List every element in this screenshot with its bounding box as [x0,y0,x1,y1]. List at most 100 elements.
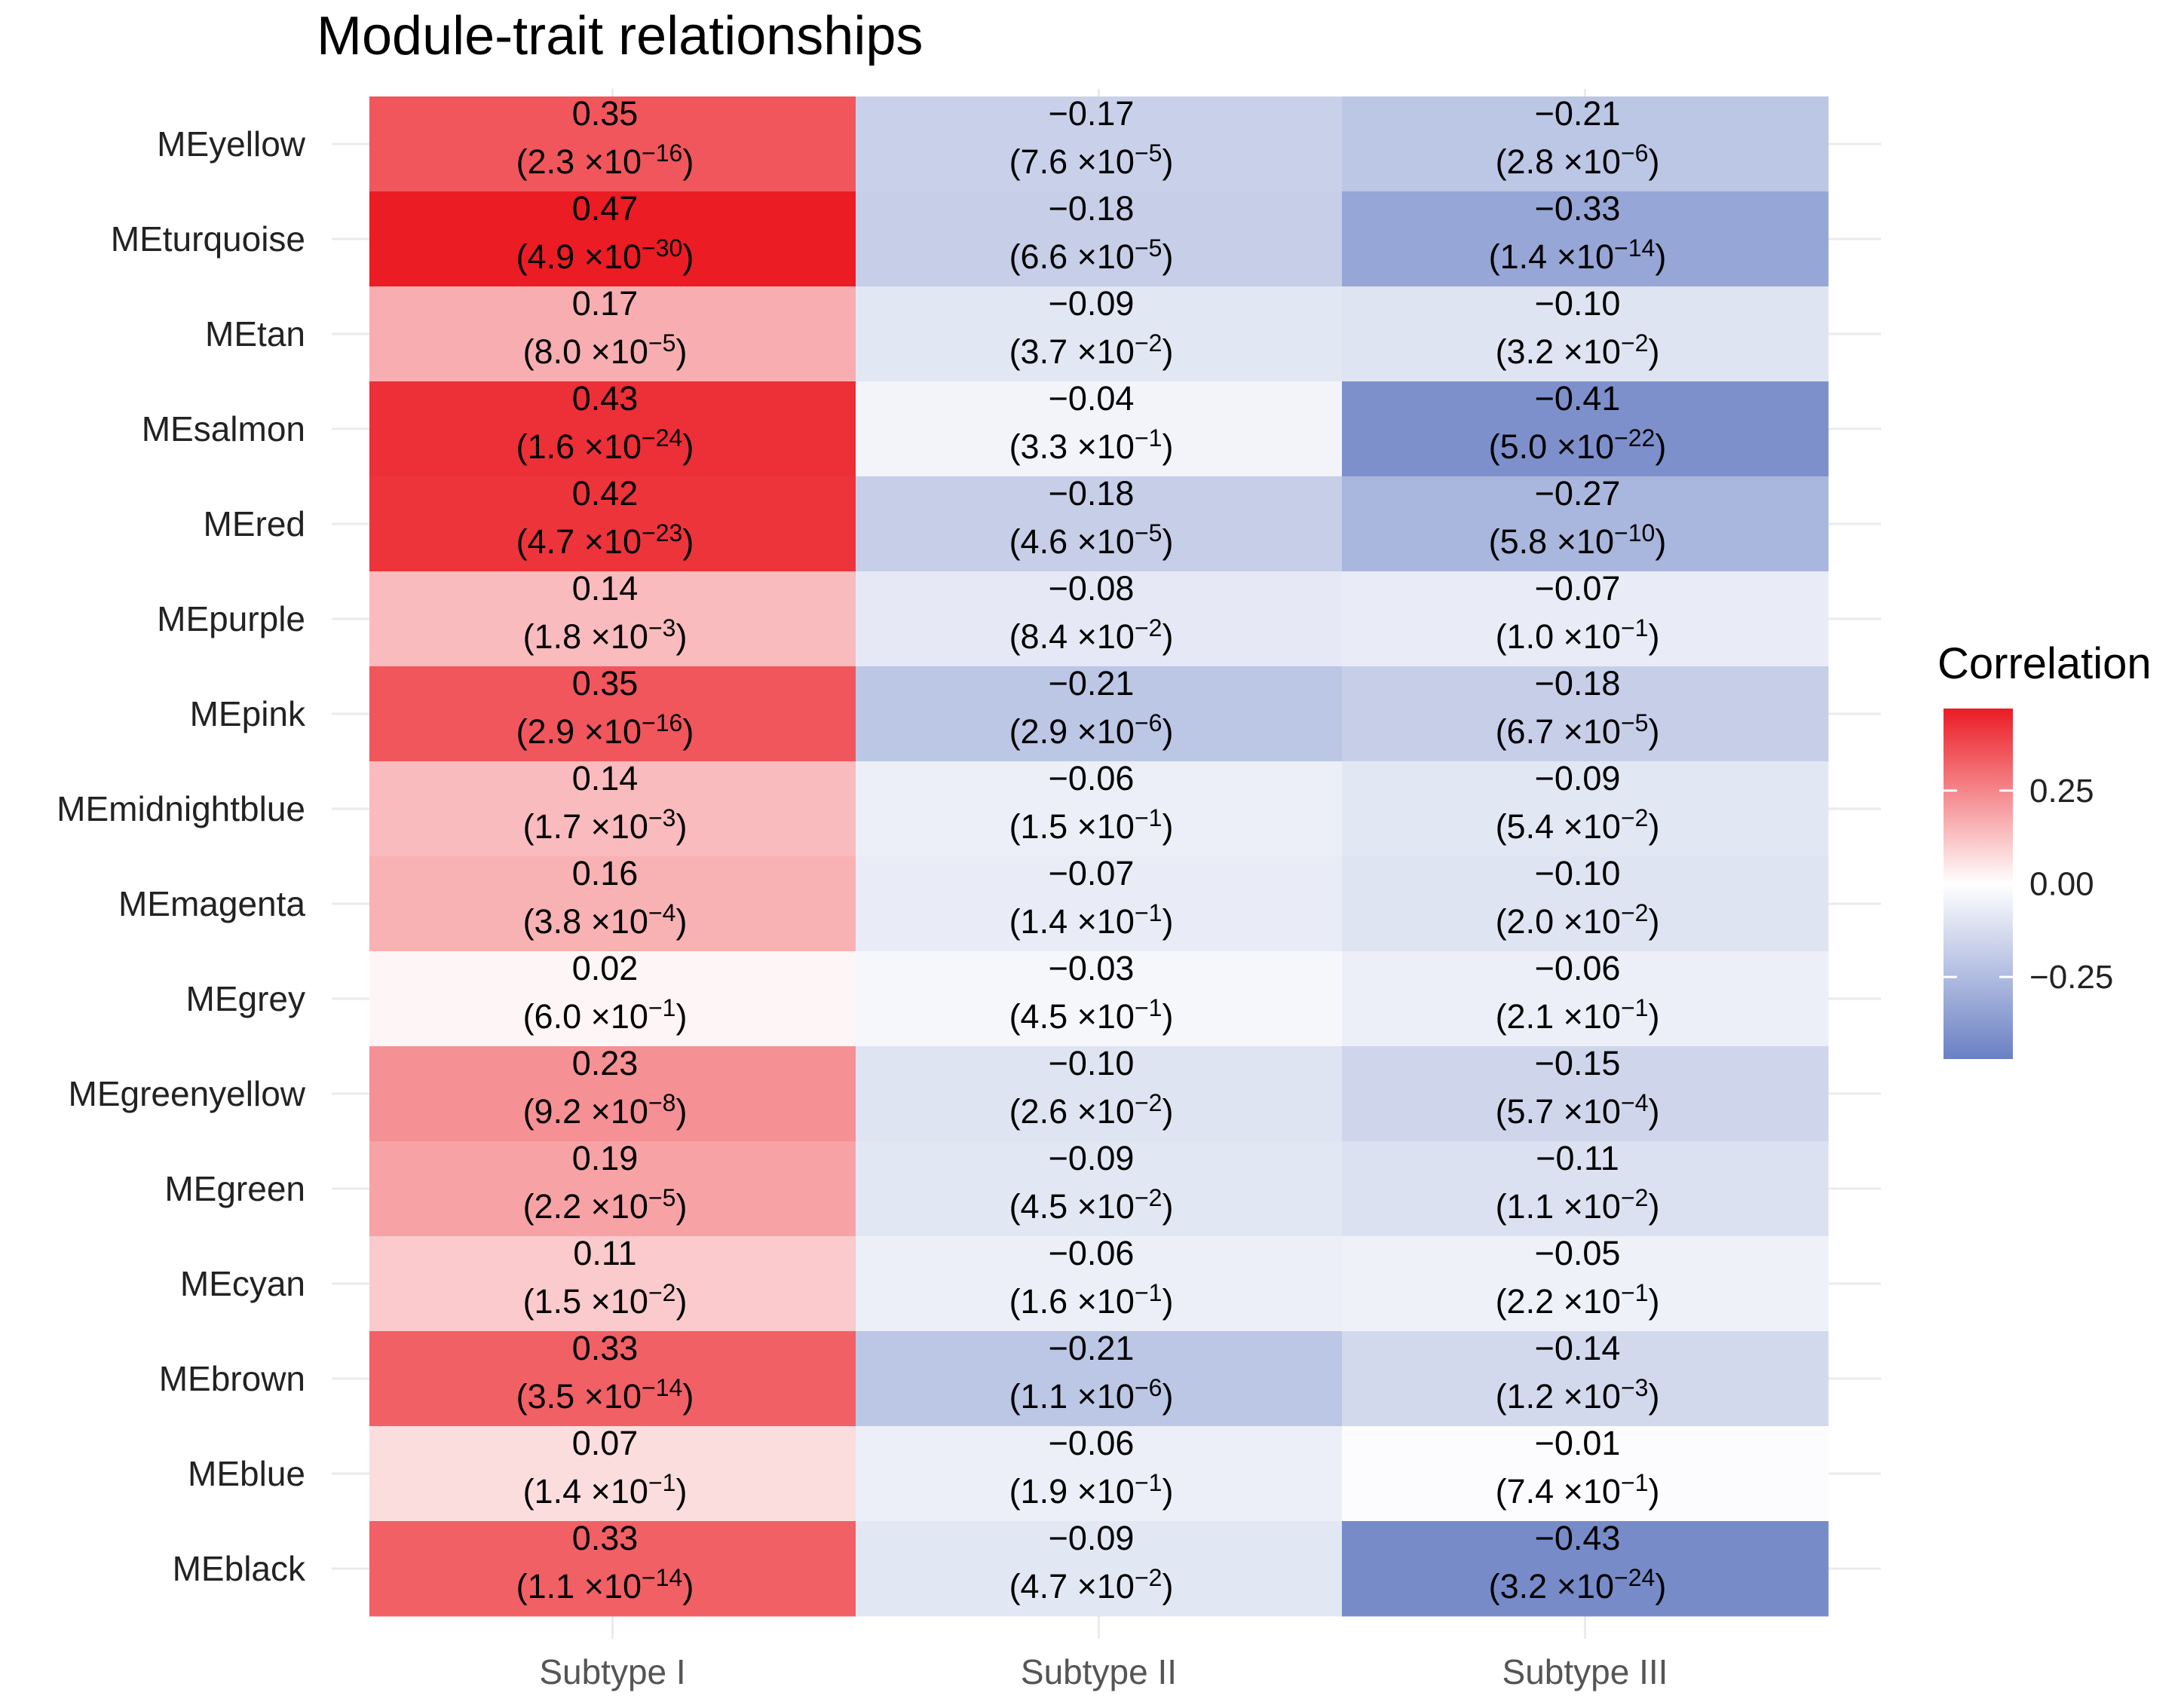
cell-pvalue-label: (1.8 ×10−3) [523,614,688,656]
legend-tick-label: 0.25 [2029,773,2094,810]
cell-pvalue-label: (1.6 ×10−24) [516,424,694,466]
heatmap-cell: −0.05 (2.2 ×10−1) [1342,1234,1829,1332]
cell-pvalue-label: (3.2 ×10−2) [1496,329,1660,371]
heatmap-cell: 0.11 (1.5 ×10−2) [369,1234,856,1332]
cell-pvalue-label: (2.1 ×10−1) [1496,994,1660,1036]
heatmap-cell: −0.18 (6.7 ×10−5) [1342,664,1829,762]
cell-correlation-label: −0.18 [1049,474,1135,513]
heatmap-cell: −0.09 (3.7 ×10−2) [856,284,1343,382]
cell-correlation-label: −0.10 [1535,854,1621,892]
cell-rect [1342,951,1829,1047]
row-label: MEturquoise [111,219,305,259]
cell-correlation-label: 0.42 [572,474,639,513]
heatmap-cell: −0.09 (4.5 ×10−2) [856,1139,1343,1237]
cell-pvalue-label: (3.7 ×10−2) [1009,329,1174,371]
cell-rect [856,1521,1343,1617]
cell-rect [1342,1331,1829,1427]
cell-pvalue-label: (4.5 ×10−2) [1009,1184,1174,1226]
heatmap-cell: −0.43 (3.2 ×10−24) [1342,1519,1829,1617]
cell-rect [856,381,1343,477]
cell-correlation-label: −0.06 [1049,1424,1135,1462]
cell-pvalue-label: (2.6 ×10−2) [1009,1089,1174,1131]
row-label: MEgreen [164,1169,305,1208]
cell-pvalue-label: (3.8 ×10−4) [523,899,688,941]
heatmap-cells: 0.35 (2.3 ×10−16) −0.17 (7.6 ×10−5) −0.21 (2.… [369,94,1829,1617]
heatmap-cell: 0.33 (1.1 ×10−14) [369,1519,856,1617]
cell-rect [1342,96,1829,192]
heatmap-cell: −0.10 (2.6 ×10−2) [856,1044,1343,1142]
heatmap-cell: −0.10 (2.0 ×10−2) [1342,854,1829,952]
cell-correlation-label: 0.11 [573,1234,636,1272]
cell-correlation-label: −0.04 [1049,379,1135,418]
heatmap-cell: −0.21 (2.8 ×10−6) [1342,94,1829,192]
cell-rect [856,96,1343,192]
cell-correlation-label: −0.18 [1049,189,1135,228]
cell-pvalue-label: (2.0 ×10−2) [1496,899,1660,941]
cell-pvalue-label: (8.4 ×10−2) [1009,614,1174,656]
cell-correlation-label: 0.33 [572,1329,639,1367]
heatmap-cell: −0.06 (2.1 ×10−1) [1342,949,1829,1047]
cell-correlation-label: −0.27 [1535,474,1621,513]
heatmap-cell: 0.14 (1.7 ×10−3) [369,759,856,857]
cell-rect [369,1521,856,1617]
cell-correlation-label: 0.47 [572,189,639,228]
heatmap-cell: −0.10 (3.2 ×10−2) [1342,284,1829,382]
heatmap-cell: −0.06 (1.5 ×10−1) [856,759,1343,857]
cell-pvalue-label: (6.0 ×10−1) [523,994,688,1036]
heatmap-cell: −0.21 (2.9 ×10−6) [856,664,1343,762]
heatmap-cell: 0.35 (2.3 ×10−16) [369,94,856,192]
cell-correlation-label: −0.01 [1535,1424,1621,1462]
cell-pvalue-label: (4.7 ×10−2) [1009,1564,1174,1606]
row-label: MEmagenta [118,884,305,923]
cell-correlation-label: −0.06 [1049,759,1135,797]
cell-correlation-label: −0.06 [1049,1234,1135,1272]
cell-pvalue-label: (9.2 ×10−8) [523,1089,688,1131]
heatmap-cell: −0.01 (7.4 ×10−1) [1342,1424,1829,1522]
heatmap-cell: −0.41 (5.0 ×10−22) [1342,379,1829,477]
legend-title: Correlation [1937,639,2152,688]
cell-pvalue-label: (1.5 ×10−1) [1009,804,1174,846]
cell-rect [856,1046,1343,1142]
cell-correlation-label: −0.10 [1535,284,1621,323]
cell-correlation-label: −0.09 [1049,284,1135,323]
column-label: Subtype II [1021,1652,1177,1691]
legend-tick-label: −0.25 [2029,959,2113,996]
heatmap-cell: −0.17 (7.6 ×10−5) [856,94,1343,192]
heatmap-cell: −0.09 (5.4 ×10−2) [1342,759,1829,857]
row-label: MEsalmon [142,409,305,448]
heatmap-cell: 0.35 (2.9 ×10−16) [369,664,856,762]
cell-correlation-label: −0.41 [1535,379,1621,418]
row-label: MEpink [190,694,306,733]
cell-correlation-label: −0.11 [1536,1139,1619,1177]
cell-correlation-label: −0.17 [1049,94,1135,133]
cell-pvalue-label: (4.6 ×10−5) [1009,519,1174,561]
cell-correlation-label: −0.08 [1049,569,1135,608]
cell-rect [369,951,856,1047]
cell-pvalue-label: (5.0 ×10−22) [1489,424,1667,466]
heatmap-cell: −0.27 (5.8 ×10−10) [1342,474,1829,572]
cell-correlation-label: 0.43 [572,379,639,418]
cell-rect [369,476,856,572]
cell-correlation-label: −0.09 [1049,1139,1135,1177]
cell-correlation-label: 0.07 [572,1424,639,1462]
cell-correlation-label: 0.14 [572,759,639,797]
cell-pvalue-label: (4.5 ×10−1) [1009,994,1174,1036]
heatmap-cell: 0.14 (1.8 ×10−3) [369,569,856,667]
cell-rect [1342,1426,1829,1522]
cell-rect [856,856,1343,952]
cell-pvalue-label: (1.0 ×10−1) [1496,614,1660,656]
cell-rect [369,1236,856,1332]
legend-tick-label: 0.00 [2029,866,2094,903]
cell-rect [1342,1236,1829,1332]
cell-pvalue-label: (1.5 ×10−2) [523,1279,688,1321]
row-label: MEtan [205,314,305,354]
cell-pvalue-label: (6.6 ×10−5) [1009,234,1174,276]
cell-correlation-label: 0.17 [572,284,639,323]
row-label: MEgrey [186,979,305,1018]
cell-pvalue-label: (1.6 ×10−1) [1009,1279,1174,1321]
heatmap-cell: −0.11 (1.1 ×10−2) [1342,1139,1829,1237]
cell-pvalue-label: (1.4 ×10−14) [1489,234,1667,276]
heatmap-cell: 0.17 (8.0 ×10−5) [369,284,856,382]
cell-rect [1342,1521,1829,1617]
